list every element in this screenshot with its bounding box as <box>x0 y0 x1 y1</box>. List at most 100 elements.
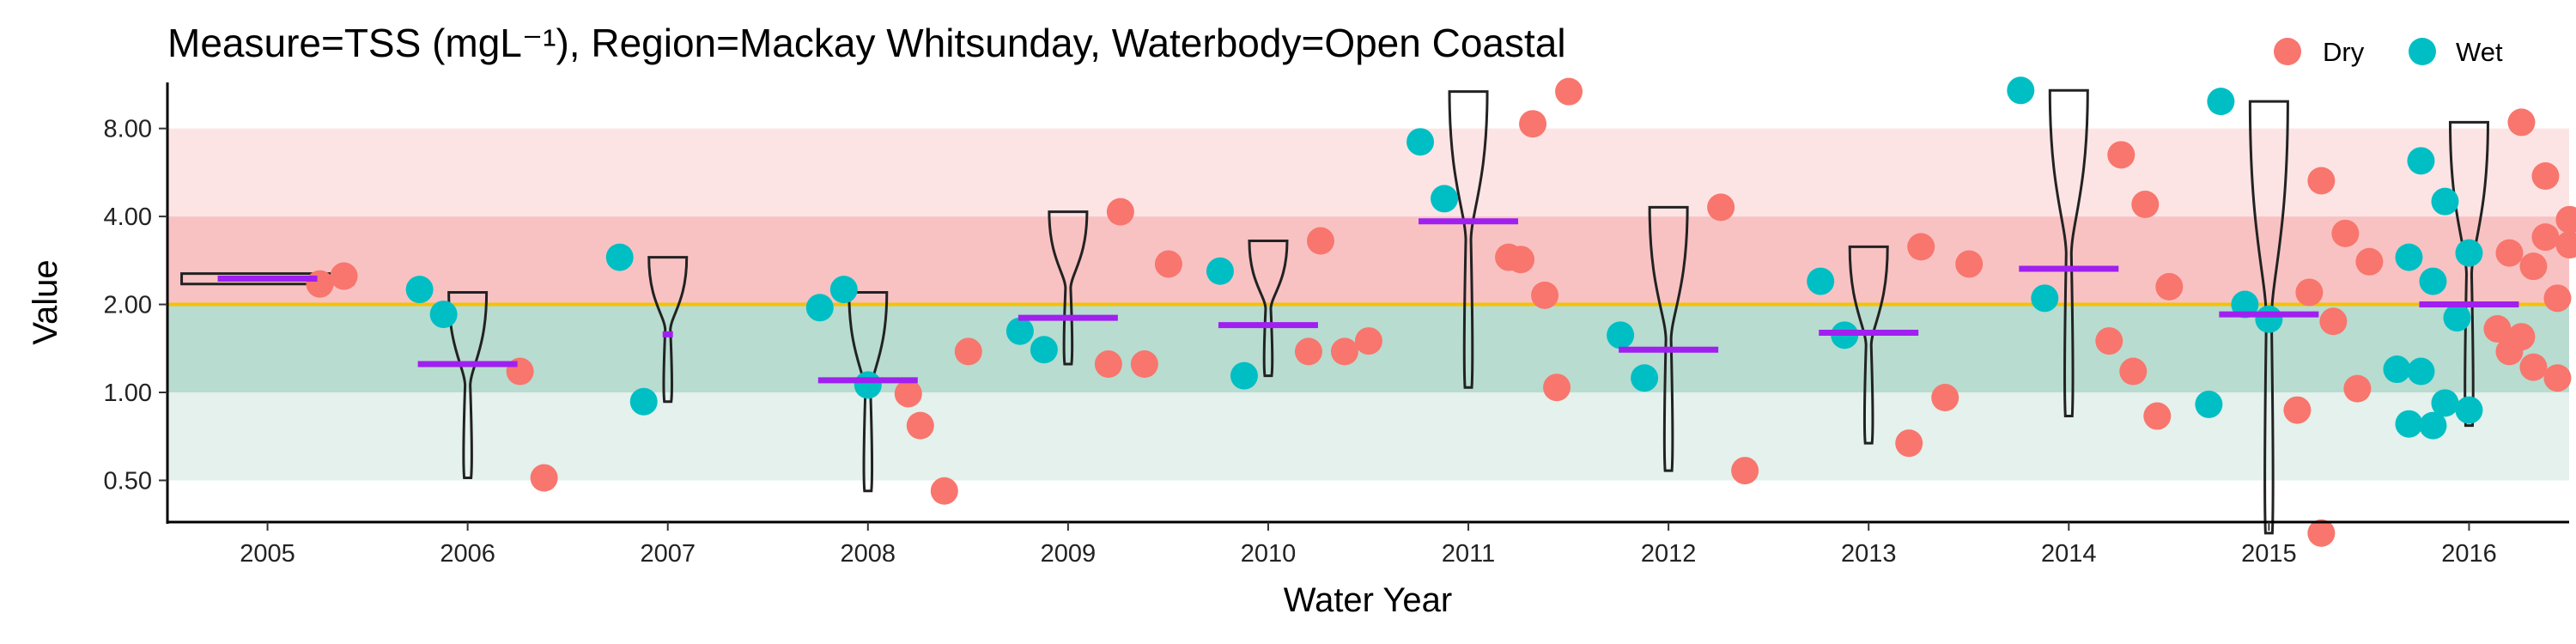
dry-point-2012 <box>1731 457 1759 485</box>
violin-2015 <box>2248 100 2289 535</box>
wet-point-2016 <box>2443 304 2471 332</box>
wet-point-2009 <box>1030 336 1058 364</box>
violin-2011 <box>1448 90 1489 389</box>
violin-2014 <box>2048 88 2089 418</box>
y-tick-label: 1.00 <box>104 380 152 407</box>
dry-point-2005 <box>330 262 358 290</box>
dry-point-2005 <box>306 270 334 298</box>
dry-point-2011 <box>1555 77 1583 106</box>
wet-point-2015 <box>2195 390 2223 418</box>
dry-point-2016 <box>2543 364 2572 392</box>
dry-point-2009 <box>1094 350 1122 379</box>
wet-point-2015 <box>2231 290 2259 319</box>
y-tick-label: 4.00 <box>104 204 152 231</box>
dry-point-2011 <box>1495 243 1523 271</box>
dry-point-2013 <box>1895 429 1923 458</box>
dry-point-2016 <box>2519 353 2548 381</box>
dry-point-2010 <box>1294 337 1322 366</box>
dry-point-2015 <box>2331 219 2360 247</box>
dry-point-2016 <box>2531 223 2560 252</box>
wet-point-2016 <box>2455 239 2483 267</box>
x-tick-label: 2013 <box>1841 540 1897 568</box>
dry-point-2015 <box>2307 519 2336 547</box>
band-0 <box>167 392 2569 481</box>
y-tick-label: 0.50 <box>104 467 152 495</box>
x-tick-label: 2012 <box>1641 540 1697 568</box>
dry-point-2015 <box>2307 167 2336 195</box>
x-tick-label: 2010 <box>1241 540 1297 568</box>
dry-point-2016 <box>2543 284 2572 313</box>
dry-point-2015 <box>2283 396 2312 424</box>
y-axis-title: Value <box>27 259 64 344</box>
dry-point-2006 <box>530 464 558 492</box>
dry-point-2014 <box>2119 357 2148 386</box>
dry-point-2016 <box>2555 231 2576 259</box>
x-tick-label: 2008 <box>841 540 896 568</box>
legend-wet-label: Wet <box>2456 37 2503 67</box>
data-points <box>306 76 2576 547</box>
x-axis-title: Water Year <box>1284 581 1452 619</box>
legend-wet-marker <box>2409 38 2436 65</box>
wet-point-2014 <box>2031 284 2059 313</box>
dry-point-2014 <box>2107 141 2136 169</box>
x-tick-label: 2005 <box>240 540 295 568</box>
wet-point-2008 <box>805 294 834 322</box>
wet-point-2016 <box>2455 396 2483 424</box>
wet-point-2016 <box>2407 357 2435 386</box>
dry-point-2014 <box>2095 327 2123 355</box>
dry-point-2014 <box>2131 191 2160 219</box>
x-tick-label: 2015 <box>2241 540 2297 568</box>
dry-point-2008 <box>906 411 934 440</box>
violin-2010 <box>1248 240 1289 378</box>
legend-dry-label: Dry <box>2323 37 2365 67</box>
wet-point-2014 <box>2007 76 2035 105</box>
legend: Dry Wet <box>2274 37 2503 67</box>
wet-point-2012 <box>1631 364 1659 392</box>
dry-point-2016 <box>2555 205 2576 234</box>
dry-point-2016 <box>2519 252 2548 281</box>
dry-point-2016 <box>2495 337 2524 366</box>
dry-point-2010 <box>1354 327 1382 355</box>
dry-point-2016 <box>2495 239 2524 267</box>
dry-point-2011 <box>1531 281 1559 309</box>
x-tick-label: 2011 <box>1442 540 1495 568</box>
dry-point-2008 <box>954 337 982 366</box>
dry-point-2015 <box>2355 247 2384 276</box>
wet-point-2016 <box>2431 389 2459 417</box>
violin-2012 <box>1648 205 1689 472</box>
violin-2008 <box>848 290 889 493</box>
wet-point-2016 <box>2407 147 2435 175</box>
band-2 <box>167 216 2569 305</box>
legend-dry-marker <box>2274 38 2301 65</box>
dry-point-2016 <box>2507 108 2536 137</box>
y-axis-ticks: 0.50 1.00 2.00 4.00 8.00 <box>104 116 167 495</box>
y-tick-label: 8.00 <box>104 116 152 143</box>
dry-point-2011 <box>1519 110 1547 138</box>
dry-point-2015 <box>2295 278 2324 307</box>
dry-point-2013 <box>1955 250 1984 278</box>
wet-point-2008 <box>854 371 882 399</box>
x-tick-label: 2006 <box>440 540 495 568</box>
median-bars <box>217 218 2519 384</box>
dry-point-2008 <box>894 380 922 408</box>
dry-point-2009 <box>1106 197 1134 226</box>
wet-point-2008 <box>829 276 858 304</box>
dry-point-2012 <box>1707 193 1735 222</box>
dry-point-2008 <box>930 477 958 505</box>
dry-point-2013 <box>1931 384 1959 412</box>
violin-2013 <box>1848 245 1889 445</box>
dry-point-2015 <box>2319 307 2348 336</box>
dry-point-2010 <box>1330 337 1358 366</box>
wet-point-2015 <box>2207 88 2235 116</box>
dry-point-2013 <box>1907 233 1935 261</box>
wet-point-2016 <box>2395 410 2423 438</box>
wet-point-2016 <box>2419 267 2447 295</box>
wet-point-2010 <box>1206 257 1234 285</box>
wet-point-2007 <box>605 243 634 271</box>
dry-point-2009 <box>1130 350 1158 379</box>
dry-point-2016 <box>2531 162 2560 191</box>
x-tick-label: 2014 <box>2041 540 2097 568</box>
wet-point-2012 <box>1607 321 1635 349</box>
wet-point-2006 <box>405 276 434 304</box>
